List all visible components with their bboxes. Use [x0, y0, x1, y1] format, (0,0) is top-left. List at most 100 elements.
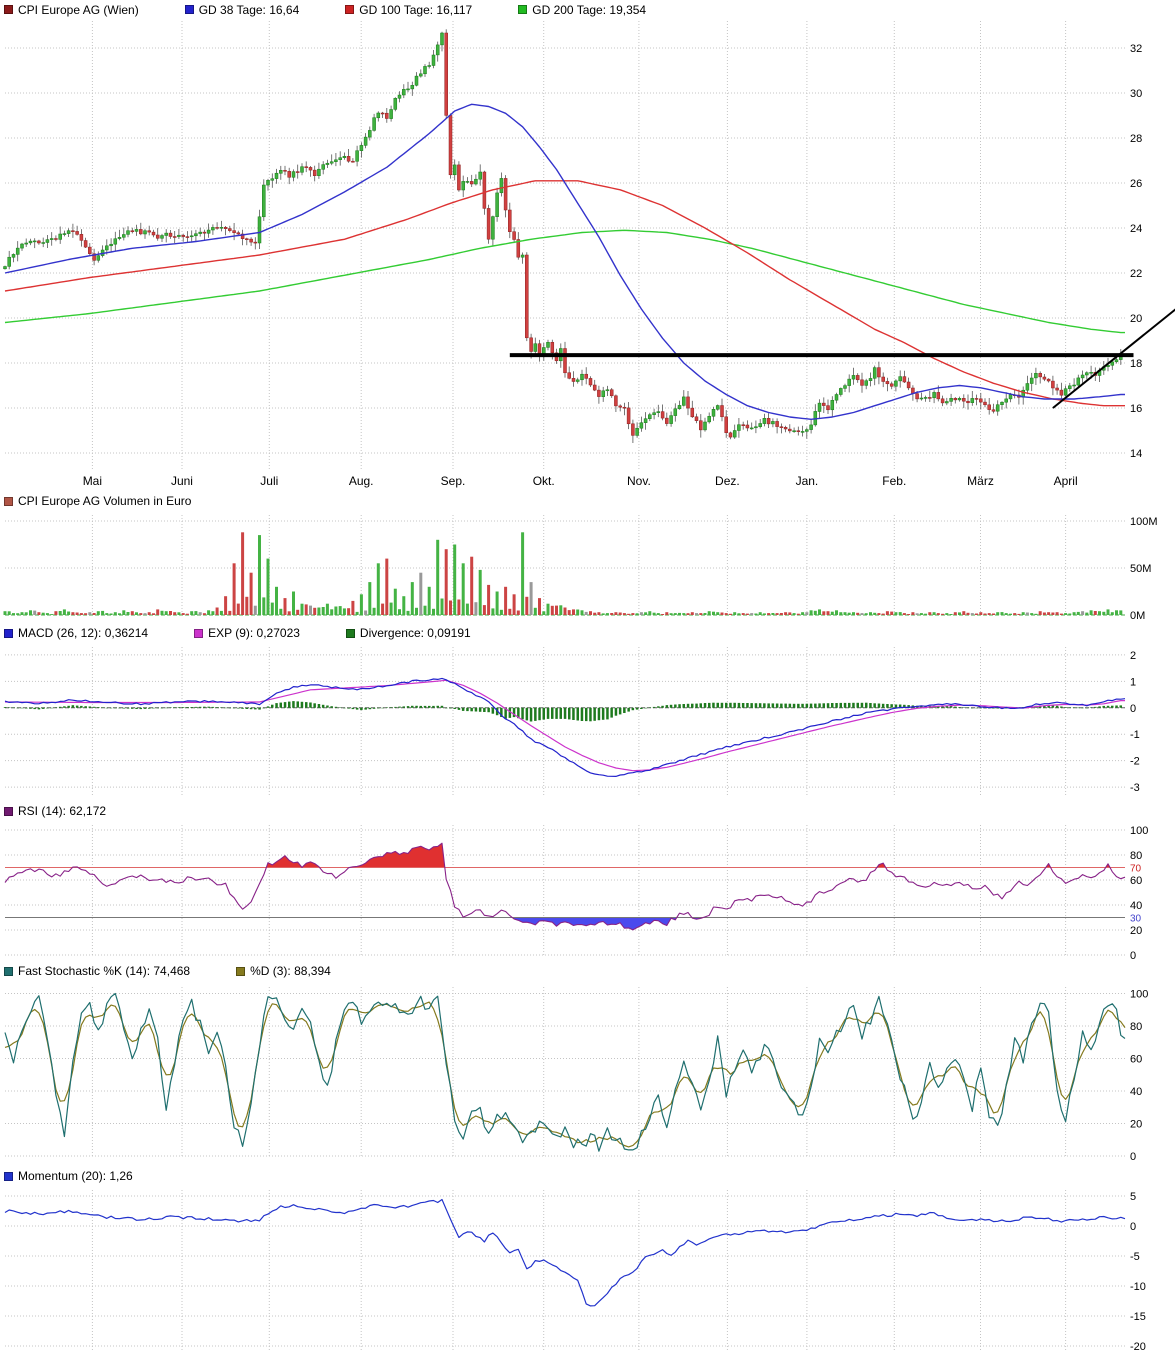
gd100-legend-item: GD 100 Tage: 16,117	[345, 3, 472, 17]
svg-text:0: 0	[1130, 950, 1136, 961]
svg-text:20: 20	[1130, 313, 1142, 325]
exp-legend-item: EXP (9): 0,27023	[194, 626, 300, 640]
stoch-k-legend-item: Fast Stochastic %K (14): 74,468	[4, 964, 190, 978]
stochastic-legend-row: Fast Stochastic %K (14): 74,468 %D (3): …	[0, 961, 1175, 981]
svg-text:14: 14	[1130, 448, 1142, 460]
volume-legend-item: CPI Europe AG Volumen in Euro	[4, 494, 191, 508]
svg-text:30: 30	[1130, 914, 1142, 925]
svg-text:April: April	[1054, 474, 1078, 488]
svg-text:Juli: Juli	[260, 474, 278, 488]
svg-text:0: 0	[1130, 1221, 1136, 1233]
momentum-label: Momentum (20): 1,26	[18, 1169, 133, 1183]
svg-text:60: 60	[1130, 875, 1142, 887]
momentum-legend-row: Momentum (20): 1,26	[0, 1166, 1175, 1186]
gd200-swatch-icon	[518, 5, 528, 14]
svg-text:100: 100	[1130, 989, 1148, 1001]
svg-text:80: 80	[1130, 1021, 1142, 1033]
svg-text:40: 40	[1130, 900, 1142, 912]
divergence-label: Divergence: 0,09191	[359, 626, 471, 640]
svg-text:30: 30	[1130, 88, 1142, 100]
exp-swatch-icon	[194, 628, 204, 638]
macd-legend-item: MACD (26, 12): 0,36214	[4, 626, 148, 640]
svg-text:80: 80	[1130, 850, 1142, 862]
svg-text:Juni: Juni	[171, 474, 193, 488]
price-legend-row: CPI Europe AG (Wien) GD 38 Tage: 16,64 G…	[0, 0, 1175, 19]
gd100-swatch-icon	[345, 5, 355, 14]
gd200-legend-item: GD 200 Tage: 19,354	[518, 3, 646, 17]
stoch-d-legend-item: %D (3): 88,394	[236, 964, 331, 978]
svg-text:0: 0	[1130, 1151, 1136, 1163]
svg-text:-1: -1	[1130, 729, 1140, 741]
chart-title: CPI Europe AG (Wien)	[18, 2, 139, 17]
gd38-label: GD 38 Tage: 16,64	[198, 2, 300, 17]
svg-text:24: 24	[1130, 223, 1142, 235]
svg-text:März: März	[967, 474, 994, 488]
gd100-label: GD 100 Tage: 16,117	[359, 2, 473, 17]
svg-text:100: 100	[1130, 825, 1148, 837]
gd38-swatch-icon	[184, 5, 194, 14]
svg-text:-10: -10	[1130, 1281, 1146, 1293]
svg-text:50M: 50M	[1130, 563, 1151, 575]
svg-text:Sep.: Sep.	[441, 474, 466, 488]
svg-text:-2: -2	[1130, 756, 1140, 768]
svg-text:40: 40	[1130, 1086, 1142, 1098]
divergence-swatch-icon	[345, 628, 355, 638]
svg-text:-15: -15	[1130, 1311, 1146, 1323]
stochastic-chart-svg: 100 80 60 40 20 0	[4, 987, 1148, 1163]
svg-text:2: 2	[1130, 650, 1136, 662]
stoch-k-label: Fast Stochastic %K (14): 74,468	[18, 964, 191, 978]
rsi-swatch-icon	[4, 806, 13, 816]
svg-text:Okt.: Okt.	[533, 474, 555, 488]
rsi-legend-row: RSI (14): 62,172	[0, 801, 1175, 821]
stoch-d-swatch-icon	[236, 966, 246, 976]
rsi-label: RSI (14): 62,172	[18, 804, 107, 818]
volume-chart-svg: 100M 50M 0M	[3, 515, 1158, 622]
rsi-legend-item: RSI (14): 62,172	[4, 804, 106, 818]
volume-legend-row: CPI Europe AG Volumen in Euro	[0, 491, 1175, 511]
gd200-label: GD 200 Tage: 19,354	[532, 2, 647, 17]
svg-text:20: 20	[1130, 925, 1142, 937]
svg-text:-5: -5	[1130, 1251, 1140, 1263]
momentum-legend-item: Momentum (20): 1,26	[4, 1169, 133, 1183]
svg-text:20: 20	[1130, 1119, 1142, 1131]
chart-title-item: CPI Europe AG (Wien)	[4, 3, 139, 17]
svg-text:32: 32	[1130, 43, 1142, 55]
volume-swatch-icon	[4, 496, 13, 506]
momentum-swatch-icon	[4, 1171, 13, 1181]
momentum-chart-svg: 5 0 -5 -10 -15 -20	[4, 1190, 1146, 1353]
svg-text:-20: -20	[1130, 1341, 1146, 1353]
svg-text:0: 0	[1130, 703, 1136, 715]
macd-chart-svg: 2 1 0 -1 -2 -3	[3, 647, 1140, 795]
svg-text:Jan.: Jan.	[796, 474, 819, 488]
stoch-d-label: %D (3): 88,394	[250, 964, 331, 978]
svg-text:Nov.: Nov.	[627, 474, 651, 488]
svg-text:16: 16	[1130, 403, 1142, 415]
svg-text:0M: 0M	[1130, 610, 1145, 622]
stoch-k-swatch-icon	[4, 966, 13, 976]
svg-text:60: 60	[1130, 1054, 1142, 1066]
exp-label: EXP (9): 0,27023	[208, 626, 300, 640]
volume-label: CPI Europe AG Volumen in Euro	[18, 494, 192, 508]
svg-text:Feb.: Feb.	[882, 474, 906, 488]
macd-legend-row: MACD (26, 12): 0,36214 EXP (9): 0,27023 …	[0, 623, 1175, 643]
svg-text:70: 70	[1130, 864, 1142, 875]
gd38-legend-item: GD 38 Tage: 16,64	[184, 2, 300, 17]
svg-text:28: 28	[1130, 133, 1142, 145]
svg-text:Mai: Mai	[83, 474, 102, 488]
svg-text:22: 22	[1130, 268, 1142, 280]
svg-text:18: 18	[1130, 358, 1142, 370]
price-chart-svg: 32 30 28 26 24 22 20 18 16 14 Mai Juni Juli Aug. Sep. O…	[3, 21, 1175, 488]
svg-text:Aug.: Aug.	[349, 474, 374, 488]
macd-label: MACD (26, 12): 0,36214	[18, 626, 149, 640]
svg-text:26: 26	[1130, 178, 1142, 190]
rsi-chart-svg: 100 80 60 40 20 0 70 30	[4, 825, 1148, 961]
svg-text:-3: -3	[1130, 782, 1140, 794]
svg-text:5: 5	[1130, 1191, 1136, 1203]
svg-text:1: 1	[1130, 676, 1136, 688]
divergence-legend-item: Divergence: 0,09191	[345, 626, 471, 640]
svg-text:Dez.: Dez.	[715, 474, 740, 488]
macd-swatch-icon	[4, 628, 13, 638]
chart-title-swatch-icon	[4, 5, 13, 14]
svg-text:100M: 100M	[1130, 516, 1158, 528]
